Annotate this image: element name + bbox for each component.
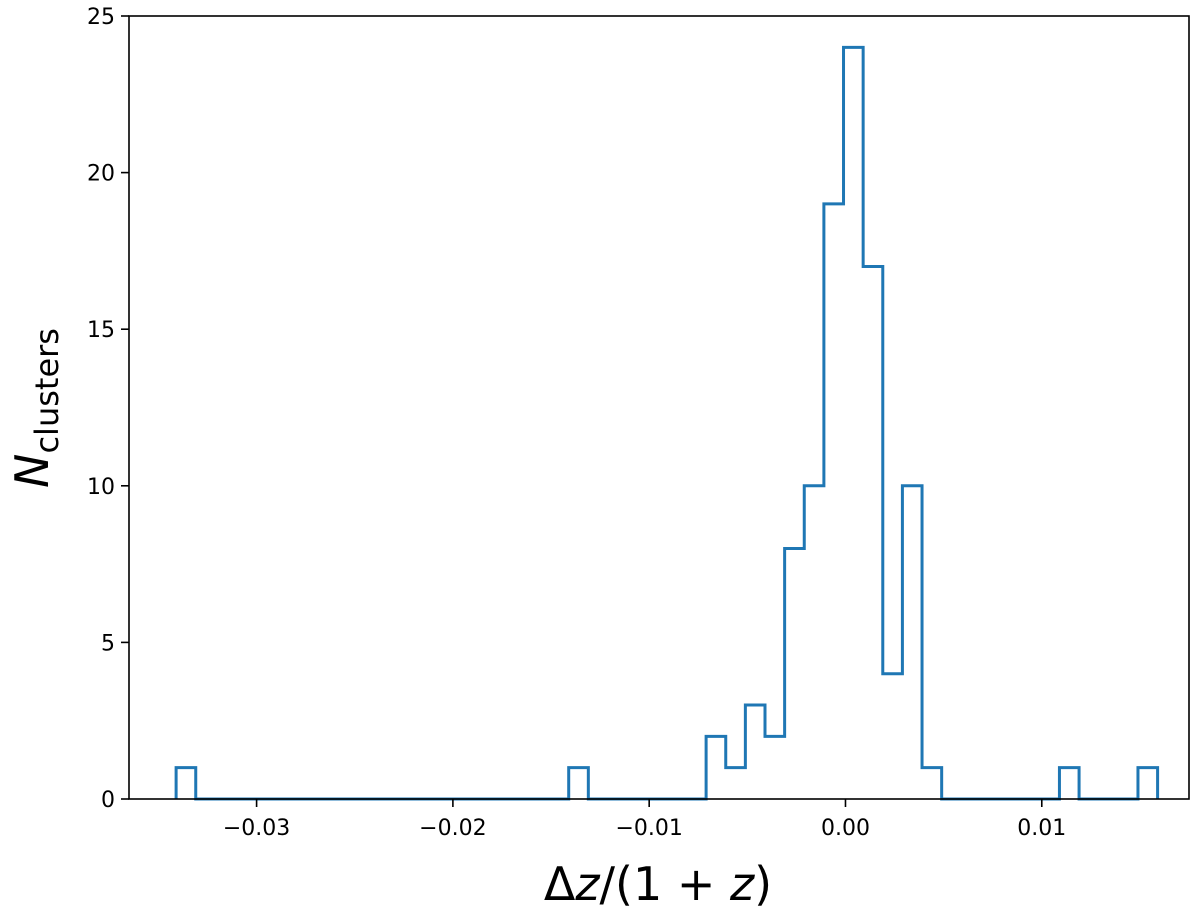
histogram-bin bbox=[1059, 768, 1079, 799]
y-tick-label: 15 bbox=[87, 318, 115, 343]
y-axis-label: Nclusters bbox=[5, 328, 66, 488]
histogram-series bbox=[174, 45, 1160, 801]
histogram-bin bbox=[844, 47, 864, 799]
y-axis-ticks: 0 5 10 15 20 25 bbox=[87, 5, 129, 813]
y-tick-label: 10 bbox=[87, 475, 115, 500]
histogram-step-line bbox=[174, 45, 1160, 801]
y-tick-label: 5 bbox=[101, 631, 115, 656]
histogram-bin bbox=[706, 736, 726, 799]
y-axis-label-main: N bbox=[5, 454, 59, 488]
histogram-bin bbox=[922, 768, 942, 799]
x-tick-label: 0.01 bbox=[1017, 816, 1066, 841]
histogram-bin bbox=[883, 674, 903, 799]
x-tick-label: −0.03 bbox=[223, 816, 290, 841]
plot-frame bbox=[128, 15, 1190, 800]
histogram-bin bbox=[765, 736, 785, 799]
y-tick-label: 0 bbox=[101, 788, 115, 813]
x-tick-label: 0.00 bbox=[821, 816, 870, 841]
histogram-bin bbox=[902, 486, 922, 799]
x-axis-ticks: −0.03 −0.02 −0.01 0.00 0.01 bbox=[223, 799, 1066, 841]
histogram-bin bbox=[1138, 768, 1158, 799]
histogram-bin bbox=[804, 486, 824, 799]
histogram-bin bbox=[824, 204, 844, 799]
y-tick-label: 20 bbox=[87, 162, 115, 187]
x-tick-label: −0.01 bbox=[615, 816, 682, 841]
histogram-bin bbox=[176, 768, 196, 799]
x-axis-label: Δz/(1 + z) bbox=[544, 857, 772, 911]
x-tick-label: −0.02 bbox=[419, 816, 486, 841]
histogram-bin bbox=[569, 768, 589, 799]
y-axis-label-subscript: clusters bbox=[28, 328, 66, 454]
histogram-bin bbox=[745, 705, 765, 799]
histogram-bin bbox=[785, 548, 805, 799]
y-tick-label: 25 bbox=[87, 5, 115, 30]
histogram-bin bbox=[726, 768, 746, 799]
histogram-bin bbox=[863, 267, 883, 799]
